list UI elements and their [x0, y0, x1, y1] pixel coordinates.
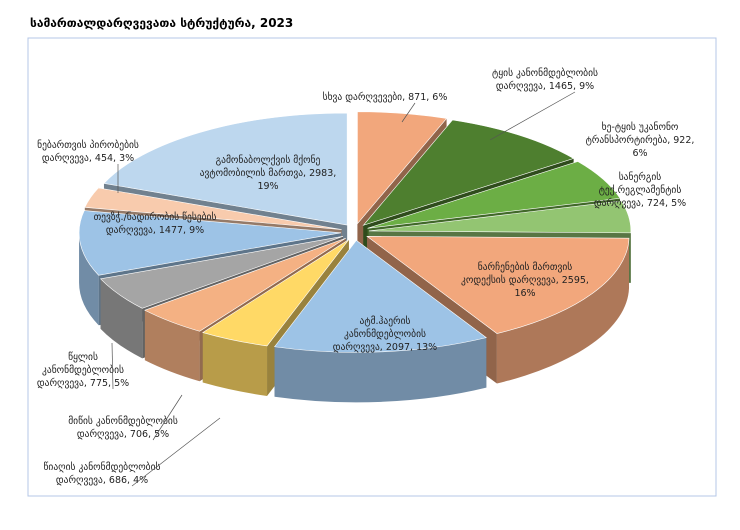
- data-label: სხვა დარღვევები, 871, 6%: [323, 92, 448, 103]
- slice: [362, 119, 575, 226]
- slice: [144, 237, 346, 332]
- data-label: ატმ.ჰაერის კანონმდებლობის დარღვევა, 2097, …: [333, 316, 437, 353]
- data-label: წიაღის კანონმდებლობის დარღვევა, 686, 4%: [44, 462, 161, 486]
- data-label: ნარჩენების მართვის კოდექსის დარღვევა, 259…: [461, 262, 589, 299]
- chart-title: სამართალდარღვევათა სტრუქტურა, 2023: [30, 16, 293, 30]
- data-labels: სხვა დარღვევები, 871, 6% ტყის კანონმდებლო…: [37, 68, 695, 487]
- slice: [84, 187, 342, 230]
- slice: [78, 210, 342, 276]
- data-label: წყლის კანონმდებლობის დარღვევა, 775, 5%: [37, 352, 129, 389]
- data-label: თევზჭ./ნადირობის წესების დარღვევა, 1477, …: [94, 212, 217, 236]
- slice-wall: [100, 278, 143, 359]
- slice: [367, 161, 621, 229]
- data-label: სანერგის ტექ.რეგლამენტის დარღვევა, 724, 5%: [594, 172, 686, 209]
- slice: [202, 239, 350, 347]
- slice: [274, 239, 487, 353]
- leader-line: [489, 91, 576, 141]
- leader-line: [152, 394, 183, 441]
- slice-wall: [144, 310, 200, 382]
- slice-tops: [78, 111, 632, 353]
- data-label: მიწის კანონმდებლობის დარღვევა, 706, 5%: [68, 416, 178, 440]
- leader-line: [111, 342, 114, 390]
- slice-walls: [79, 230, 631, 403]
- slice: [368, 200, 632, 234]
- slice: [99, 236, 344, 309]
- leader-line: [401, 102, 416, 123]
- pie: სხვა დარღვევები, 871, 6% ტყის კანონმდებლო…: [37, 68, 695, 487]
- data-label: გამონაბოლქვის მქონე ავტომობილის მართვა, 2…: [200, 155, 337, 192]
- data-label: ხე-ტყის უკანონო ტრანსპორტირება, 922, 6%: [586, 122, 695, 159]
- slice-wall: [79, 232, 99, 326]
- leader-line: [131, 417, 221, 487]
- slice: [357, 111, 448, 225]
- slice-wall: [274, 337, 487, 403]
- chart-frame: [27, 37, 717, 497]
- slice: [366, 235, 630, 334]
- slice: [103, 112, 348, 226]
- data-label: ტყის კანონმდებლობის დარღვევა, 1465, 9%: [492, 68, 598, 92]
- slice-wall: [202, 332, 268, 396]
- data-label: ნებართვის პირობების დარღვევა, 454, 3%: [37, 140, 139, 164]
